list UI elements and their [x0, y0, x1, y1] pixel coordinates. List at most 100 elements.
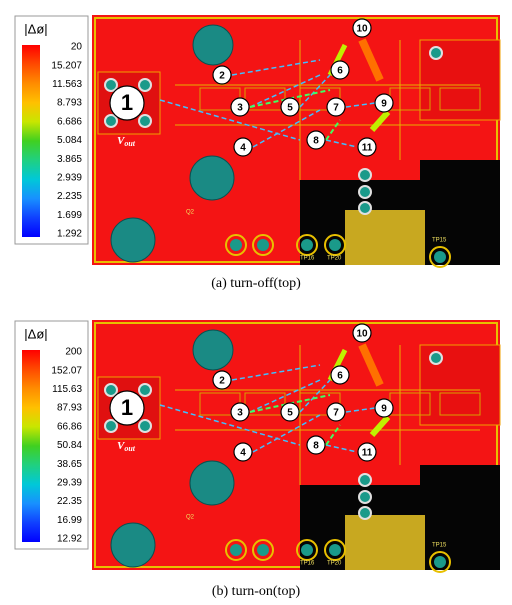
- colorbar-label: 6.686: [57, 116, 82, 127]
- silkscreen-text: TP15: [432, 543, 447, 549]
- colorbar-strip: [22, 350, 40, 542]
- colorbar-label: 20: [71, 42, 83, 53]
- colorbar-label: 8.793: [57, 98, 82, 109]
- pad: [104, 419, 118, 433]
- vout-label: Vout: [117, 135, 136, 148]
- mount-hole: [189, 460, 235, 506]
- node-label: 11: [362, 448, 373, 459]
- node-label: 11: [362, 143, 373, 154]
- colorbar-label: 15.207: [51, 60, 82, 71]
- vout-main: V: [117, 135, 126, 147]
- dashed-link: [159, 59, 376, 148]
- node-marker: [357, 137, 377, 157]
- node-label: 8: [313, 441, 319, 452]
- copper-pad: [345, 210, 425, 265]
- pad: [138, 78, 152, 92]
- silkscreen-text: TP16: [300, 256, 315, 262]
- mount-hole: [110, 522, 156, 568]
- pad: [429, 351, 443, 365]
- hot-trace: [358, 343, 384, 387]
- node-marker: [330, 365, 350, 385]
- via: [230, 239, 242, 251]
- pad: [104, 114, 118, 128]
- colorbar-label: 152.07: [51, 365, 82, 376]
- colorbar-label: 66.86: [57, 421, 82, 432]
- colorbar-strip: [22, 45, 40, 237]
- via-ring: [252, 539, 274, 561]
- node-marker: [306, 130, 326, 150]
- silkscreen-text: Q2: [186, 210, 195, 216]
- pad: [358, 201, 372, 215]
- via: [230, 544, 242, 556]
- pad: [358, 168, 372, 182]
- node-label: 5: [287, 103, 293, 114]
- panel: |Δø| 20 15.207 11.563 8.793 6.686 5.084 3.865 2.…: [14, 15, 501, 291]
- vout-sub: out: [124, 444, 135, 453]
- pad: [104, 383, 118, 397]
- component: [439, 87, 481, 111]
- trace: [175, 345, 480, 485]
- node-marker: [374, 93, 394, 113]
- colorbar-label: 38.65: [57, 459, 82, 470]
- colorbar-label: 50.84: [57, 440, 82, 451]
- node-marker: [352, 18, 372, 38]
- silkscreen-text: TP20: [327, 256, 342, 262]
- pad: [104, 78, 118, 92]
- node-marker: [326, 402, 346, 422]
- node-marker: [280, 97, 300, 117]
- via-ring: [225, 234, 247, 256]
- via: [434, 556, 446, 568]
- colorbar-label: 22.35: [57, 496, 82, 507]
- colorbar-label: 12.92: [57, 534, 82, 545]
- pad: [138, 419, 152, 433]
- pad: [358, 490, 372, 504]
- vout-main: V: [117, 440, 126, 452]
- pad: [358, 473, 372, 487]
- via: [257, 239, 269, 251]
- node-label: 8: [313, 136, 319, 147]
- node-marker: [230, 97, 250, 117]
- mount-hole: [192, 329, 234, 371]
- node-marker: [233, 137, 253, 157]
- node-marker: [233, 442, 253, 462]
- node-marker: [109, 85, 145, 121]
- node-label: 10: [356, 329, 368, 340]
- colorbar-label: 87.93: [57, 403, 82, 414]
- node-label: 3: [237, 103, 243, 114]
- via: [434, 251, 446, 263]
- mount-hole: [189, 155, 235, 201]
- colorbar-label: 1.292: [57, 229, 82, 240]
- vout-label: Vout: [117, 440, 136, 453]
- colorbar-label: 2.939: [57, 173, 82, 184]
- via: [329, 544, 341, 556]
- hot-trace: [369, 415, 391, 437]
- via-ring: [324, 234, 346, 256]
- pad: [358, 185, 372, 199]
- caption: (a) turn-off(top): [211, 276, 301, 291]
- node-label: 1: [121, 395, 133, 420]
- hot-trace: [358, 38, 384, 82]
- via-ring: [225, 539, 247, 561]
- colorbar-label: 29.39: [57, 478, 82, 489]
- node-marker: [326, 97, 346, 117]
- node-label: 4: [240, 143, 246, 154]
- pcb-edge: [94, 322, 498, 568]
- panel: |Δø| 200 152.07 115.63 87.93 66.86 50.84 38.65 2…: [14, 320, 501, 599]
- node-label: 1: [121, 90, 133, 115]
- pcb-edge: [94, 17, 498, 263]
- silkscreen-text: TP20: [327, 561, 342, 567]
- pad: [138, 383, 152, 397]
- node-label: 7: [333, 408, 339, 419]
- pad: [138, 114, 152, 128]
- via-ring: [429, 551, 451, 573]
- node-marker: [352, 323, 372, 343]
- node-marker: [212, 370, 232, 390]
- pad: [429, 46, 443, 60]
- node-label: 2: [219, 376, 225, 387]
- colorbar-label: 11.563: [52, 79, 82, 90]
- node-label: 6: [337, 66, 343, 77]
- node-label: 4: [240, 448, 246, 459]
- silkscreen-text: TP15: [432, 238, 447, 244]
- via: [257, 544, 269, 556]
